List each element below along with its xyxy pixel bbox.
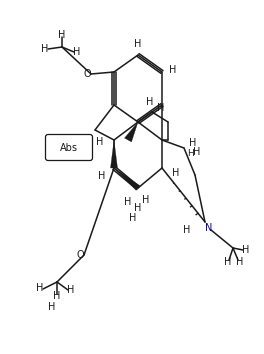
Text: H: H	[193, 147, 201, 157]
Polygon shape	[125, 122, 138, 142]
Text: H: H	[236, 257, 244, 267]
Text: H: H	[172, 168, 180, 178]
Text: H: H	[67, 285, 75, 295]
Text: N: N	[205, 223, 213, 233]
Text: H: H	[53, 291, 61, 301]
Text: H: H	[142, 195, 150, 205]
Text: H: H	[134, 39, 142, 49]
Text: H: H	[73, 47, 81, 57]
Text: H: H	[183, 225, 191, 235]
Text: H: H	[224, 257, 232, 267]
Text: H: H	[242, 245, 250, 255]
Text: H: H	[41, 44, 49, 54]
Text: H: H	[48, 302, 56, 312]
Text: O: O	[76, 250, 84, 260]
Text: H: H	[146, 97, 154, 107]
Text: O: O	[83, 69, 91, 79]
Text: H: H	[169, 65, 177, 75]
Text: H: H	[157, 103, 165, 113]
Polygon shape	[111, 140, 117, 168]
Text: Abs: Abs	[60, 143, 78, 153]
Text: H: H	[189, 138, 197, 148]
Text: H: H	[36, 283, 44, 293]
Text: H: H	[124, 197, 132, 207]
FancyBboxPatch shape	[45, 135, 92, 160]
Polygon shape	[114, 168, 140, 190]
Text: H: H	[58, 30, 66, 40]
Text: H: H	[187, 148, 193, 158]
Text: H: H	[98, 171, 106, 181]
Text: H: H	[96, 137, 104, 147]
Text: H: H	[134, 203, 142, 213]
Text: H: H	[129, 213, 137, 223]
